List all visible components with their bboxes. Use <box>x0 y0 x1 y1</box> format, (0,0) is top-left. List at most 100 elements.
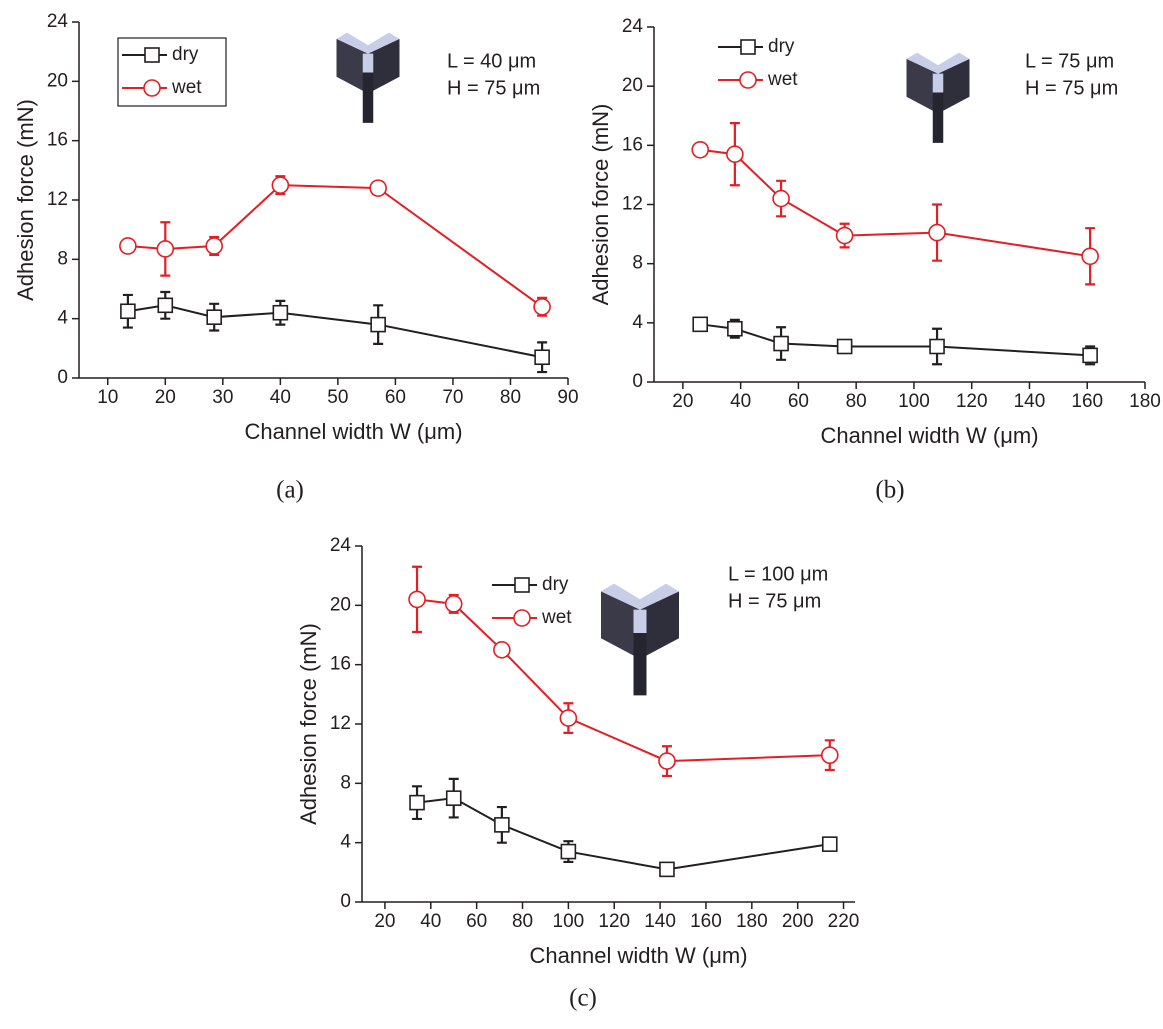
x-axis-label: Channel width W (μm) <box>244 419 462 444</box>
y-tick-label: 0 <box>340 891 351 912</box>
marker <box>659 861 675 878</box>
x-tick-label: 40 <box>420 911 441 932</box>
x-tick-label: 90 <box>557 387 578 408</box>
x-tick-label: 70 <box>442 387 463 408</box>
annotation: H = 75 μm <box>1025 77 1118 99</box>
marker <box>205 237 223 255</box>
x-tick-label: 100 <box>898 391 930 412</box>
y-tick-label: 16 <box>47 130 68 151</box>
marker <box>119 237 137 255</box>
x-tick-label: 100 <box>553 911 585 932</box>
y-tick-label: 12 <box>330 713 351 734</box>
marker <box>1082 347 1098 364</box>
marker <box>773 335 789 352</box>
icon-face <box>336 38 368 94</box>
marker <box>120 303 136 320</box>
x-tick-label: 120 <box>956 391 988 412</box>
x-tick-label: 20 <box>155 387 176 408</box>
series-line <box>127 304 543 359</box>
marker <box>445 790 462 806</box>
x-tick-label: 60 <box>466 911 487 932</box>
annotation: H = 75 μm <box>728 590 821 612</box>
x-tick-label: 160 <box>690 911 722 932</box>
x-tick-label: 30 <box>212 387 233 408</box>
icon-face <box>601 591 640 659</box>
marker <box>929 338 945 355</box>
icon-face <box>362 72 374 123</box>
marker <box>272 304 289 321</box>
series-line <box>127 184 543 308</box>
x-tick-label: 80 <box>512 911 533 932</box>
x-tick-label: 60 <box>385 387 406 408</box>
x-tick-label: 160 <box>1071 391 1103 412</box>
marker <box>408 590 426 609</box>
series-line <box>700 323 1091 357</box>
marker <box>444 595 463 613</box>
marker <box>821 836 838 852</box>
marker <box>727 320 743 337</box>
y-axis-label: Adhesion force (mN) <box>588 104 613 306</box>
caption: (b) <box>875 477 904 504</box>
cube-icon <box>906 52 970 143</box>
y-tick-label: 0 <box>57 367 68 388</box>
y-tick-label: 4 <box>632 312 643 333</box>
marker <box>370 316 386 333</box>
series-line <box>700 148 1091 258</box>
x-tick-label: 180 <box>736 911 768 932</box>
marker <box>559 709 578 727</box>
icon-top <box>932 73 944 93</box>
cube-icon <box>336 32 400 123</box>
legend-marker <box>144 47 160 63</box>
x-tick-label: 20 <box>672 391 693 412</box>
icon-face <box>633 633 647 696</box>
x-tick-label: 80 <box>846 391 867 412</box>
legend-marker <box>740 39 756 55</box>
legend-label: wet <box>171 77 202 98</box>
y-tick-label: 20 <box>47 70 68 91</box>
y-tick-label: 0 <box>632 371 643 392</box>
marker <box>156 240 175 258</box>
legend-marker <box>513 609 531 627</box>
y-tick-label: 8 <box>632 253 643 274</box>
icon-face <box>906 58 938 114</box>
marker <box>772 189 790 208</box>
y-tick-label: 8 <box>340 772 351 793</box>
icon-face <box>640 591 679 659</box>
y-axis-label: Adhesion force (mN) <box>13 99 38 301</box>
series-line <box>416 797 830 871</box>
marker <box>560 843 577 860</box>
legend-label: wet <box>541 607 572 628</box>
marker <box>493 641 511 659</box>
marker <box>157 297 174 314</box>
legend-marker <box>143 79 161 97</box>
x-tick-label: 180 <box>1129 391 1161 412</box>
icon-top <box>362 53 374 73</box>
marker <box>409 794 425 811</box>
icon-top <box>336 32 400 54</box>
x-tick-label: 60 <box>788 391 809 412</box>
x-tick-label: 220 <box>828 911 860 932</box>
x-tick-label: 40 <box>270 387 291 408</box>
annotation: L = 75 μm <box>1025 50 1114 72</box>
y-tick-label: 24 <box>622 16 644 37</box>
marker <box>836 338 853 355</box>
legend-label: dry <box>172 44 199 65</box>
y-tick-label: 24 <box>330 535 352 556</box>
cube-icon <box>601 583 679 696</box>
y-tick-label: 16 <box>622 134 643 155</box>
marker <box>928 223 946 242</box>
annotation: H = 75 μm <box>447 77 540 99</box>
y-tick-label: 12 <box>47 189 68 210</box>
icon-top <box>601 583 679 610</box>
y-tick-label: 16 <box>330 654 351 675</box>
caption: (a) <box>276 477 304 504</box>
y-tick-label: 20 <box>330 594 351 615</box>
icon-top <box>906 52 970 74</box>
x-tick-label: 10 <box>97 387 118 408</box>
annotation: L = 40 μm <box>447 50 536 72</box>
y-axis-label: Adhesion force (mN) <box>296 623 321 825</box>
marker <box>692 316 709 333</box>
x-axis-label: Channel width W (μm) <box>820 423 1038 448</box>
marker <box>533 297 551 316</box>
